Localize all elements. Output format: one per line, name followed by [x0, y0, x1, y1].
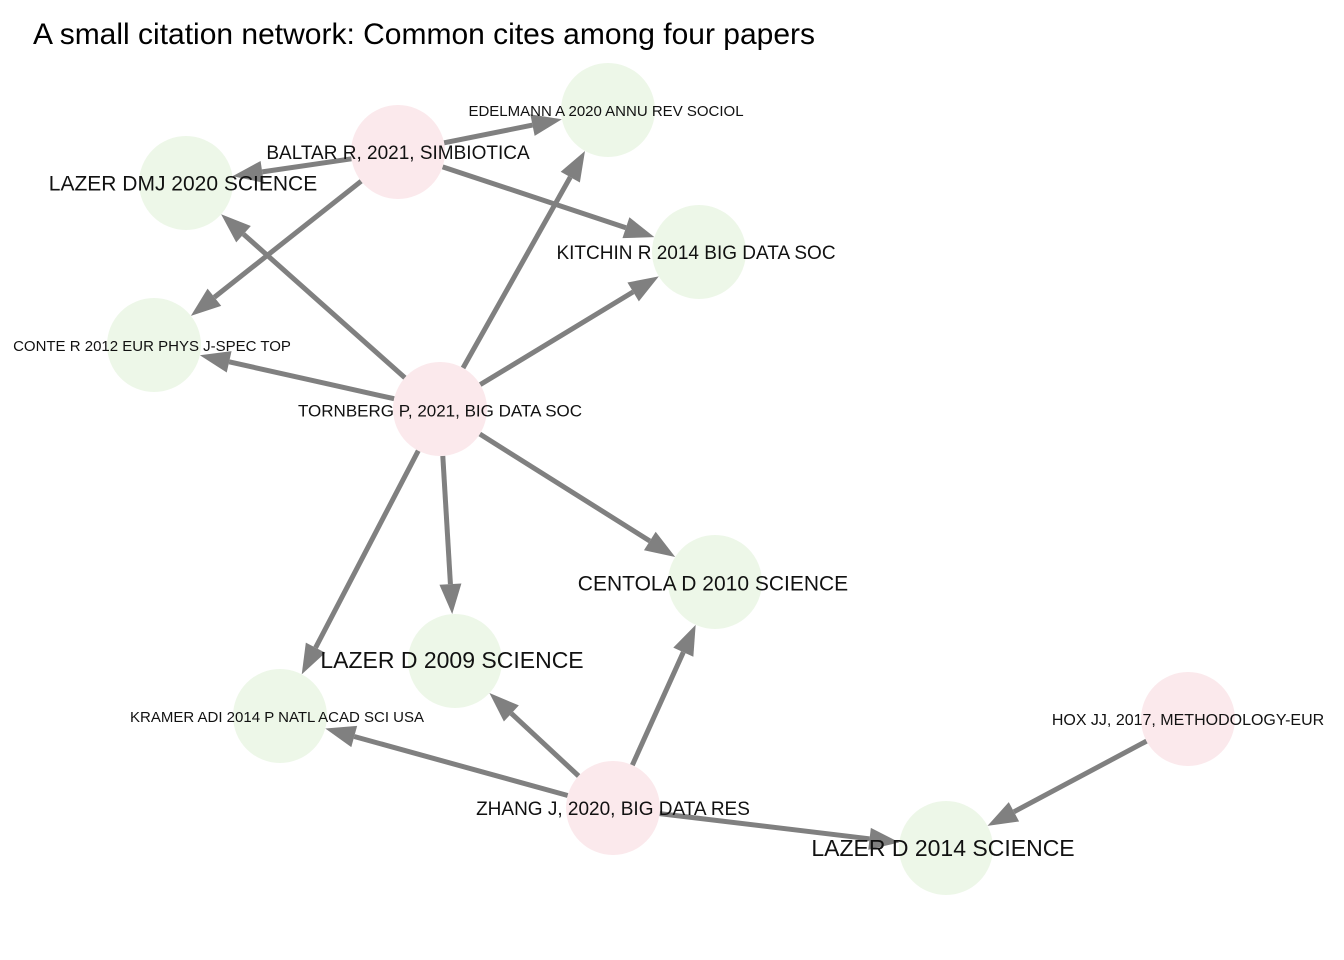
- edge-tornberg-to-kitchin: [478, 276, 659, 387]
- edge-line: [353, 734, 569, 798]
- edge-arrowhead: [232, 160, 264, 183]
- edge-tornberg-to-centola: [478, 431, 676, 557]
- edge-zhang-to-lazer2009: [489, 693, 581, 778]
- node-hox[interactable]: [1141, 672, 1235, 766]
- edge-line: [441, 164, 627, 231]
- node-label-edelmann: EDELMANN A 2020 ANNU REV SOCIOL: [468, 103, 743, 120]
- edge-zhang-to-kramer: [325, 725, 569, 798]
- edge-arrowhead: [199, 351, 232, 373]
- edge-baltar-to-conte: [190, 179, 363, 316]
- edge-arrowhead: [560, 150, 585, 183]
- edge-line: [478, 431, 652, 544]
- node-conte[interactable]: [107, 298, 201, 392]
- edge-arrowhead: [221, 214, 251, 243]
- node-label-lazer2009: LAZER D 2009 SCIENCE: [320, 647, 583, 673]
- node-tornberg[interactable]: [393, 362, 487, 456]
- edge-line: [630, 651, 686, 767]
- edge-line: [1012, 738, 1148, 814]
- edge-arrowhead: [622, 217, 655, 239]
- node-label-hox: HOX JJ, 2017, METHODOLOGY-EUR: [1052, 712, 1324, 729]
- edge-arrowhead: [868, 827, 900, 850]
- edge-tornberg-to-conte: [199, 351, 395, 402]
- edge-line: [261, 156, 352, 175]
- node-label-kramer: KRAMER ADI 2014 P NATL ACAD SCI USA: [130, 709, 424, 726]
- node-kramer[interactable]: [233, 669, 327, 763]
- node-kitchin[interactable]: [652, 205, 746, 299]
- edge-arrowhead: [489, 693, 519, 722]
- edge-zhang-to-lazer2014: [659, 811, 900, 850]
- node-label-lazer2020: LAZER DMJ 2020 SCIENCE: [49, 173, 317, 196]
- edge-line: [212, 179, 363, 300]
- edge-tornberg-to-edelmann: [460, 150, 585, 370]
- node-label-lazer2014: LAZER D 2014 SCIENCE: [811, 835, 1074, 861]
- edge-arrowhead: [987, 802, 1020, 826]
- edge-baltar-to-kitchin: [441, 164, 655, 239]
- edge-baltar-to-lazer2020: [232, 156, 352, 183]
- node-lazer2014[interactable]: [899, 801, 993, 895]
- edge-arrowhead: [190, 288, 222, 316]
- edge-line: [478, 289, 635, 387]
- nodes-layer: [107, 63, 1235, 895]
- node-label-kitchin: KITCHIN R 2014 BIG DATA SOC: [556, 243, 835, 264]
- edge-tornberg-to-lazer2009: [439, 455, 462, 615]
- edge-arrowhead: [530, 114, 562, 136]
- node-label-conte: CONTE R 2012 EUR PHYS J-SPEC TOP: [13, 338, 291, 355]
- node-lazer2009[interactable]: [408, 614, 502, 708]
- edges-layer: [190, 114, 1148, 850]
- node-zhang[interactable]: [566, 761, 660, 855]
- edge-arrowhead: [325, 725, 358, 748]
- node-label-tornberg: TORNBERG P, 2021, BIG DATA SOC: [298, 401, 582, 420]
- edge-arrowhead: [301, 642, 326, 675]
- node-label-centola: CENTOLA D 2010 SCIENCE: [578, 573, 848, 596]
- edge-line: [440, 455, 453, 585]
- diagram-title: A small citation network: Common cites a…: [33, 18, 816, 51]
- edge-arrowhead: [673, 624, 696, 657]
- edge-arrowhead: [643, 531, 676, 557]
- edge-line: [509, 711, 581, 778]
- node-centola[interactable]: [668, 535, 762, 629]
- node-label-baltar: BALTAR R, 2021, SIMBIOTICA: [266, 143, 530, 164]
- edge-baltar-to-edelmann: [443, 114, 562, 146]
- edge-tornberg-to-kramer: [301, 449, 421, 675]
- edge-line: [228, 359, 395, 402]
- edge-arrowhead: [439, 583, 462, 615]
- node-edelmann[interactable]: [561, 63, 655, 157]
- node-baltar[interactable]: [351, 105, 445, 199]
- edge-arrowhead: [627, 276, 659, 302]
- edge-line: [659, 811, 870, 842]
- edge-line: [460, 175, 573, 370]
- labels-layer: BALTAR R, 2021, SIMBIOTICA TORNBERG P, 20…: [13, 103, 1324, 861]
- edge-line: [241, 232, 407, 380]
- edge-line: [443, 122, 533, 146]
- node-lazer2020[interactable]: [139, 136, 233, 230]
- edge-zhang-to-centola: [630, 624, 696, 767]
- node-label-zhang: ZHANG J, 2020, BIG DATA RES: [476, 799, 750, 820]
- edge-line: [313, 449, 421, 649]
- edge-hox-to-lazer2014: [987, 738, 1148, 826]
- edge-tornberg-to-lazer2020: [221, 214, 407, 380]
